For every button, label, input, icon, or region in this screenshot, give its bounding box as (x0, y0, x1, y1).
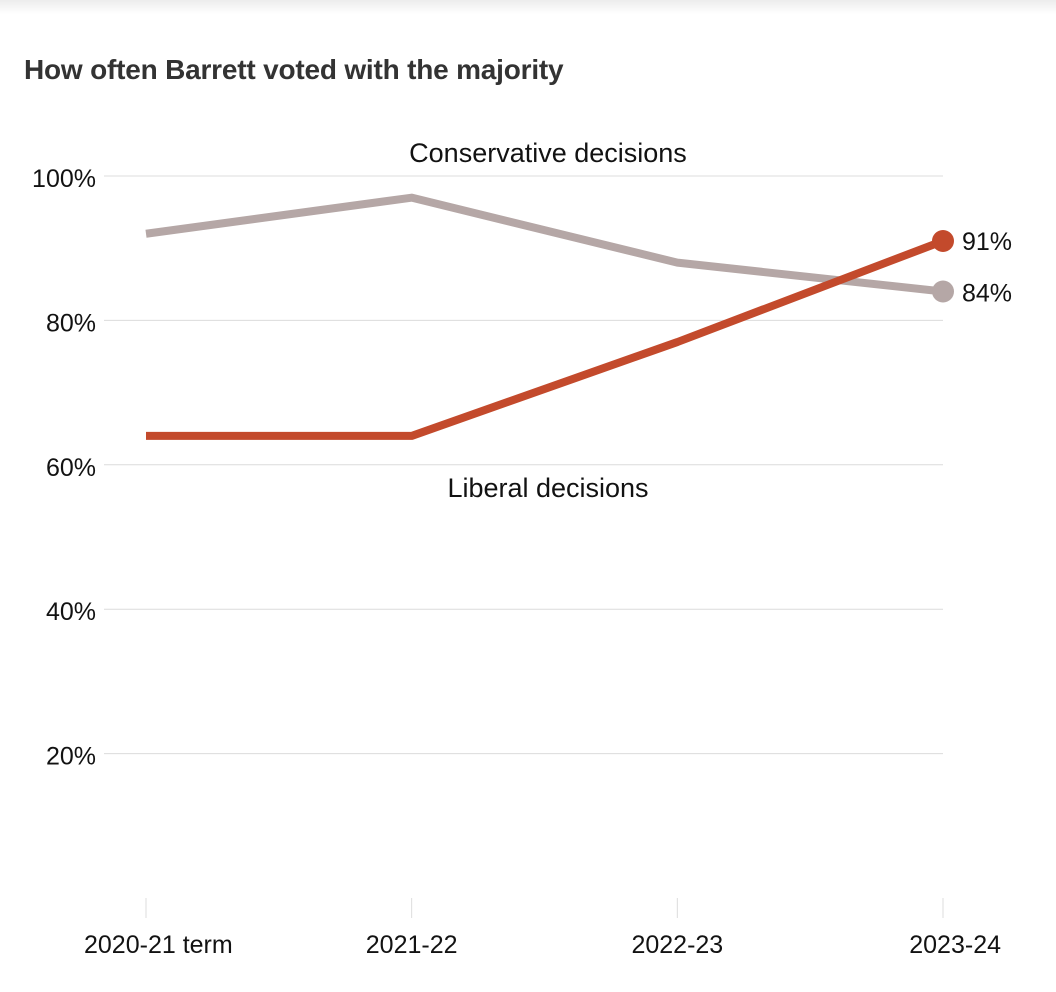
gridlines (104, 175, 943, 755)
series-end-label: 84% (962, 280, 1012, 308)
series-end-markers (932, 229, 954, 303)
series-end-marker (932, 229, 954, 252)
x-axis-tick-labels: 2020-21 term 2021-22 2022-23 2023-24 (84, 931, 1001, 959)
x-axis-ticks (145, 898, 944, 918)
series-end-marker (932, 280, 954, 303)
y-tick-label: 100% (32, 165, 96, 193)
y-tick-label: 60% (46, 454, 96, 482)
x-tick-label: 2023-24 (909, 931, 1001, 959)
series-lines (145, 193, 945, 440)
series-line (146, 237, 945, 440)
chart-title: How often Barrett voted with the majorit… (24, 54, 564, 85)
top-shade (0, 0, 1056, 14)
x-tick-label: 2022-23 (631, 931, 723, 959)
y-tick-label: 80% (46, 309, 96, 337)
series-end-label: 91% (962, 228, 1012, 256)
series-line (145, 193, 944, 296)
x-tick-label: 2020-21 term (84, 931, 233, 959)
y-tick-label: 40% (46, 598, 96, 626)
x-tick-label: 2021-22 (366, 931, 458, 959)
series-name-labels: Conservative decisions Liberal decisions (409, 138, 687, 503)
y-axis-tick-labels: 20% 40% 60% 80% 100% (32, 165, 96, 771)
series-name-label: Conservative decisions (409, 138, 687, 168)
y-tick-label: 20% (46, 743, 96, 771)
series-end-labels: 84% 91% (962, 228, 1012, 308)
series-name-label: Liberal decisions (447, 473, 648, 503)
